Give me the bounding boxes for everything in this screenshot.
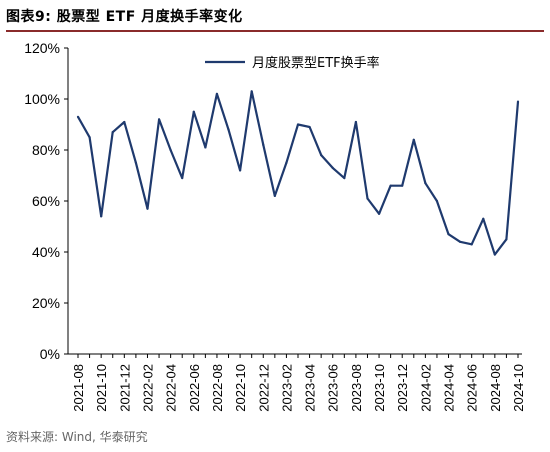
data-point — [482, 217, 485, 220]
data-point — [377, 212, 381, 215]
y-tick-label: 0% — [40, 346, 60, 362]
x-tick-label: 2023-02 — [279, 364, 294, 412]
data-point — [331, 166, 334, 169]
x-tick-label: 2023-04 — [303, 364, 318, 412]
data-point — [192, 110, 195, 113]
data-point — [412, 138, 415, 141]
x-tick-label: 2023-06 — [326, 364, 341, 412]
x-tick-label: 2022-10 — [233, 364, 248, 412]
data-point — [76, 115, 80, 118]
x-tick-label: 2024-08 — [488, 364, 503, 412]
x-tick-label: 2024-04 — [442, 364, 457, 412]
data-point — [111, 131, 114, 134]
data-point — [343, 176, 346, 180]
x-tick-label: 2024-02 — [418, 364, 433, 412]
data-point — [320, 154, 323, 157]
page-title: 图表9: 股票型 ETF 月度换手率变化 — [6, 9, 243, 25]
data-point — [308, 125, 311, 129]
x-tick-label: 2022-02 — [140, 364, 155, 412]
data-point — [366, 197, 369, 200]
x-tick-label: 2021-12 — [117, 364, 132, 412]
legend-label: 月度股票型ETF换手率 — [252, 55, 380, 71]
data-point — [169, 148, 172, 152]
source-note: 资料来源: Wind, 华泰研究 — [6, 430, 148, 444]
data-point — [435, 199, 439, 203]
x-tick-label: 2022-08 — [210, 364, 225, 412]
data-point — [157, 118, 161, 121]
data-point — [459, 240, 462, 243]
y-tick-label: 80% — [32, 142, 60, 158]
y-tick-label: 120% — [24, 40, 60, 56]
y-tick-label: 20% — [32, 295, 60, 311]
data-point — [100, 215, 103, 218]
x-tick-label: 2021-08 — [71, 364, 86, 412]
x-tick-label: 2024-10 — [511, 364, 526, 412]
x-tick-label: 2022-12 — [256, 364, 271, 412]
x-tick-label: 2023-10 — [372, 364, 387, 412]
data-point — [296, 123, 300, 126]
data-point — [239, 169, 242, 172]
data-point — [134, 161, 137, 164]
y-tick-label: 100% — [24, 91, 60, 107]
x-tick-label: 2022-04 — [164, 364, 179, 412]
series-line-turnover — [77, 90, 520, 256]
y-tick-label: 40% — [32, 244, 60, 260]
data-point — [389, 184, 392, 187]
data-point — [401, 184, 404, 187]
data-point — [505, 238, 508, 241]
x-tick-label: 2022-06 — [187, 364, 202, 412]
data-point — [470, 243, 473, 246]
data-point — [354, 120, 357, 124]
x-tick-label: 2023-12 — [395, 364, 410, 412]
data-point — [250, 90, 253, 93]
data-point — [273, 194, 276, 197]
data-point — [516, 100, 520, 103]
x-tick-label: 2021-10 — [94, 364, 109, 412]
y-tick-label: 60% — [32, 193, 60, 209]
data-point — [215, 92, 219, 95]
data-point — [204, 146, 207, 149]
data-point — [227, 128, 230, 131]
x-tick-label: 2024-06 — [465, 364, 480, 412]
data-point — [262, 143, 265, 146]
data-point — [146, 207, 149, 210]
title-rule — [6, 30, 544, 32]
data-point — [181, 176, 184, 180]
data-point — [285, 161, 288, 164]
data-point — [123, 120, 126, 124]
x-tick-label: 2023-08 — [349, 364, 364, 412]
data-point — [424, 182, 427, 185]
data-point — [447, 233, 450, 236]
data-point — [88, 136, 91, 139]
data-point — [493, 253, 496, 256]
